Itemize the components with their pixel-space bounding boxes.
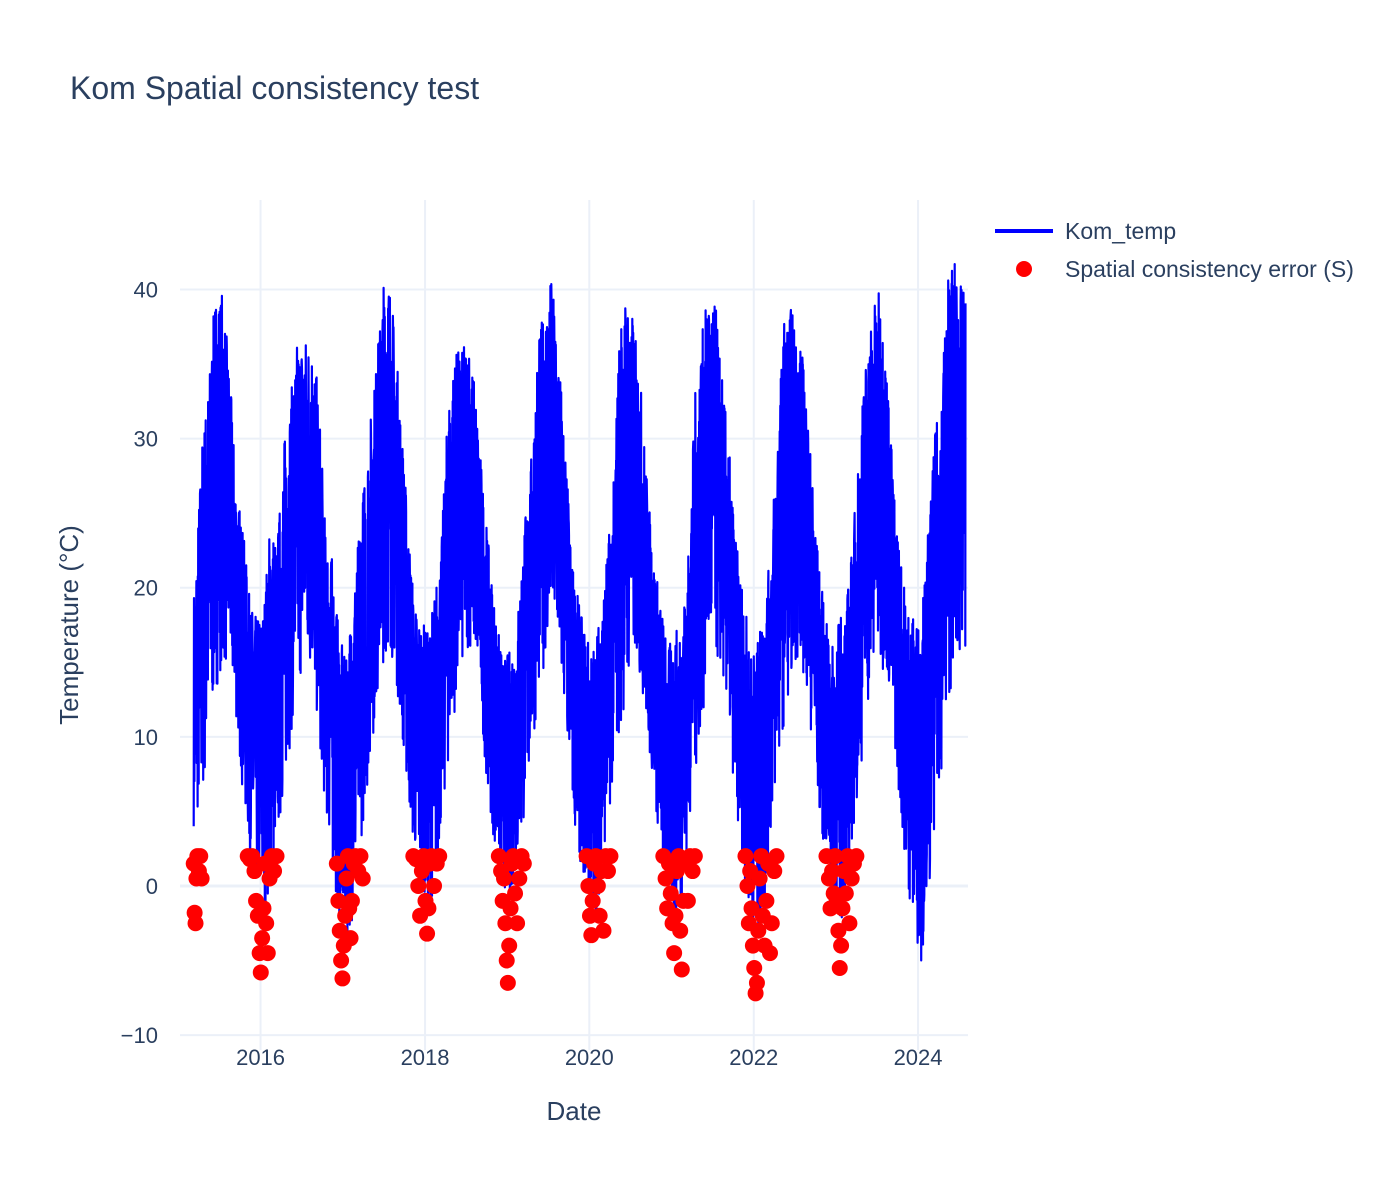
error-marker: [758, 892, 775, 909]
error-marker: [684, 863, 701, 880]
y-tick-label: −10: [121, 1023, 158, 1048]
x-axis-ticks: 2016 2018 2020 2022 2024: [236, 1045, 942, 1070]
error-marker: [591, 907, 608, 924]
x-tick-label: 2020: [565, 1045, 614, 1070]
error-marker: [748, 974, 765, 991]
y-axis-ticks: −10 0 10 20 30 40: [121, 277, 158, 1048]
error-marker: [672, 922, 689, 939]
series-kom-temp: [192, 263, 967, 962]
error-marker: [258, 915, 275, 932]
error-marker: [268, 848, 285, 865]
error-marker: [252, 964, 269, 981]
error-marker: [254, 930, 271, 947]
error-marker: [509, 915, 526, 932]
error-marker: [583, 927, 600, 944]
error-marker: [497, 915, 514, 932]
error-marker: [657, 870, 674, 887]
y-tick-label: 0: [146, 874, 158, 899]
error-marker: [266, 863, 283, 880]
error-marker: [595, 922, 612, 939]
error-marker: [255, 900, 272, 917]
error-marker: [498, 952, 515, 969]
error-marker: [766, 863, 783, 880]
kom-temp-line: [192, 263, 967, 962]
error-marker: [410, 877, 427, 894]
error-marker: [502, 900, 519, 917]
error-marker: [662, 885, 679, 902]
error-marker: [259, 945, 276, 962]
error-marker: [352, 848, 369, 865]
error-marker: [584, 892, 601, 909]
error-marker: [833, 937, 850, 954]
error-marker: [746, 959, 763, 976]
x-tick-label: 2024: [894, 1045, 943, 1070]
error-marker: [673, 961, 690, 978]
error-marker: [338, 870, 355, 887]
legend-item-spatial-error[interactable]: Spatial consistency error (S): [995, 250, 1354, 288]
chart-title: Kom Spatial consistency test: [70, 70, 480, 106]
error-marker: [511, 870, 528, 887]
error-marker: [744, 937, 761, 954]
error-marker: [761, 945, 778, 962]
error-marker: [515, 855, 532, 872]
error-marker: [824, 863, 841, 880]
y-tick-label: 10: [134, 725, 158, 750]
legend-item-kom-temp[interactable]: Kom_temp: [995, 212, 1354, 250]
x-tick-label: 2018: [401, 1045, 450, 1070]
legend-label-kom-temp: Kom_temp: [1065, 217, 1177, 244]
error-marker: [499, 974, 516, 991]
error-marker: [679, 892, 696, 909]
y-tick-label: 20: [134, 576, 158, 601]
legend-line-swatch: [995, 221, 1053, 241]
error-marker: [666, 945, 683, 962]
error-marker: [426, 877, 443, 894]
legend-label-spatial-error: Spatial consistency error (S): [1065, 255, 1354, 282]
legend-marker-swatch: [995, 259, 1053, 279]
error-marker: [431, 848, 448, 865]
error-marker: [490, 848, 507, 865]
error-marker: [599, 863, 616, 880]
error-marker: [743, 900, 760, 917]
error-marker: [342, 930, 359, 947]
error-marker: [843, 870, 860, 887]
error-marker: [334, 970, 351, 987]
error-marker: [193, 870, 210, 887]
x-tick-label: 2016: [236, 1045, 285, 1070]
error-marker: [686, 848, 703, 865]
legend[interactable]: Kom_temp Spatial consistency error (S): [995, 212, 1354, 288]
error-marker: [419, 925, 436, 942]
error-marker: [507, 885, 524, 902]
error-marker: [420, 900, 437, 917]
error-marker: [751, 870, 768, 887]
error-marker: [501, 937, 518, 954]
error-marker: [589, 877, 606, 894]
error-marker: [244, 848, 261, 865]
y-tick-label: 40: [134, 277, 158, 302]
error-marker: [192, 848, 209, 865]
error-marker: [187, 915, 204, 932]
error-marker: [827, 848, 844, 865]
error-marker: [768, 848, 785, 865]
error-marker: [834, 900, 851, 917]
x-axis-title: Date: [547, 1096, 602, 1126]
error-marker: [333, 952, 350, 969]
error-marker: [602, 848, 619, 865]
error-marker: [750, 922, 767, 939]
error-marker: [343, 892, 360, 909]
error-marker: [737, 848, 754, 865]
error-marker: [354, 870, 371, 887]
error-marker: [841, 915, 858, 932]
error-marker: [763, 915, 780, 932]
error-marker: [837, 885, 854, 902]
y-axis-title: Temperature (°C): [54, 525, 84, 725]
error-marker: [831, 959, 848, 976]
series-spatial-consistency-error: [185, 848, 865, 1002]
x-tick-label: 2022: [729, 1045, 778, 1070]
error-marker: [496, 870, 513, 887]
y-tick-label: 30: [134, 427, 158, 452]
error-marker: [739, 877, 756, 894]
error-marker: [667, 907, 684, 924]
error-marker: [848, 848, 865, 865]
